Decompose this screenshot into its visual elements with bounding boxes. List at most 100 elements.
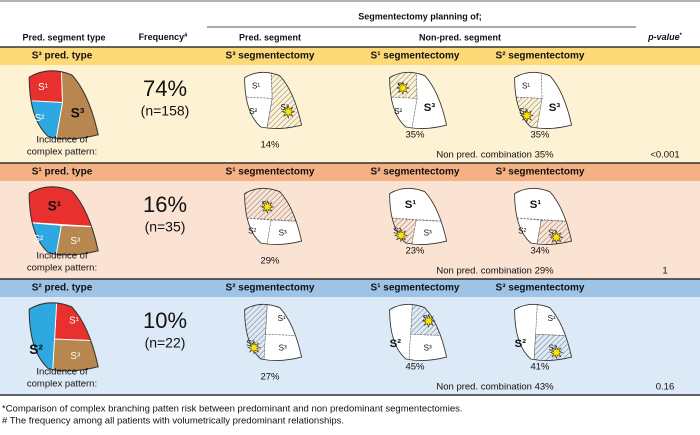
segment-label: S³ (424, 102, 436, 114)
panel-heading: S² segmentectomy (371, 167, 460, 178)
segment-label: S³ (424, 344, 432, 353)
nodule-star (549, 345, 564, 360)
segment-label: S² (29, 342, 43, 357)
segment-label: S¹ (252, 81, 260, 90)
segment-label: S² (34, 234, 45, 245)
segment-label: S¹ (530, 199, 542, 211)
col-header: Non-pred. segment (419, 32, 501, 42)
col-header-text: Frequency (139, 32, 185, 42)
segment-label: S² (518, 227, 526, 236)
incidence-label: Incidence of (36, 135, 88, 146)
footnote: *Comparison of complex branching patten … (2, 404, 463, 415)
segment-label: S³ (70, 236, 81, 247)
col-header: Pred. segment (239, 32, 301, 42)
frequency: 10% (143, 308, 187, 333)
panel-heading: S³ segmentectomy (496, 167, 585, 178)
panel-percent: 41% (530, 362, 550, 373)
p-value: 1 (662, 266, 667, 277)
section-body (0, 279, 700, 395)
section-title: S¹ pred. type (32, 167, 93, 178)
segment-label: S² (390, 338, 402, 350)
panel-percent: 35% (405, 130, 425, 141)
incidence-label: complex pattern: (27, 147, 97, 158)
panel-percent: 29% (260, 256, 280, 267)
combination: Non pred. combination 43% (436, 382, 554, 393)
col-header-text: p-value (647, 32, 680, 42)
nodule-star (393, 228, 409, 243)
panel-heading: S³ segmentectomy (226, 51, 315, 62)
segment-label: S³ (70, 351, 81, 362)
count: (n=35) (145, 219, 186, 235)
panel-percent: 45% (405, 362, 425, 373)
panel-percent: 34% (530, 246, 550, 257)
p-value: 0.16 (656, 382, 675, 393)
segment-label: S² (249, 107, 257, 116)
segment-label: S¹ (405, 199, 417, 211)
col-header-mark: # (184, 33, 188, 39)
nodule-star (395, 80, 411, 96)
segment-label: S³ (549, 102, 561, 114)
panel-heading: S¹ segmentectomy (226, 167, 315, 178)
section-band (0, 279, 700, 297)
panel-percent: 23% (405, 246, 425, 257)
panel-percent: 14% (260, 140, 280, 151)
segment-label: S¹ (548, 314, 556, 323)
count: (n=22) (145, 335, 186, 351)
segment-label: S² (394, 107, 402, 116)
panel-heading: S² segmentectomy (226, 283, 315, 294)
segment-label: S³ (424, 229, 432, 238)
p-value: <0.001 (650, 150, 679, 161)
section-band (0, 163, 700, 181)
incidence-label: Incidence of (36, 251, 88, 262)
panel-heading: S¹ segmentectomy (371, 283, 460, 294)
nodule-star (281, 104, 296, 119)
nodule-star (421, 313, 436, 329)
panel-heading: S¹ segmentectomy (371, 51, 460, 62)
segment-label: S¹ (69, 315, 80, 326)
segment (244, 304, 268, 361)
segment-label: S¹ (48, 199, 62, 214)
segment-label: S¹ (38, 82, 49, 93)
combination: Non pred. combination 29% (436, 266, 554, 277)
panel-percent: 27% (260, 372, 280, 383)
segment-label: S³ (71, 106, 85, 121)
combination: Non pred. combination 35% (436, 150, 554, 161)
frequency: 16% (143, 192, 187, 217)
col-header-mark: * (680, 33, 683, 39)
section-body (0, 47, 700, 163)
incidence-label: complex pattern: (27, 263, 97, 274)
section-title: S³ pred. type (32, 51, 93, 62)
segment-label: S³ (279, 229, 287, 238)
segment-label: S² (35, 113, 46, 124)
col-header: Pred. segment type (22, 32, 105, 42)
segment-label: S³ (279, 344, 287, 353)
nodule-star (549, 230, 564, 245)
panel-percent: 35% (530, 130, 550, 141)
nodule-star (519, 108, 535, 123)
frequency: 74% (143, 76, 187, 101)
segment (389, 304, 413, 361)
section-title: S² pred. type (32, 283, 93, 294)
footnote: # The frequency among all patients with … (2, 416, 344, 427)
segment-label: S¹ (278, 314, 286, 323)
col-header: Frequency# (139, 32, 189, 42)
segment (29, 302, 58, 371)
segment-label: S² (248, 227, 256, 236)
segment-label: S¹ (522, 81, 530, 90)
segment-label: S² (515, 338, 527, 350)
section-body (0, 163, 700, 279)
incidence-label: Incidence of (36, 367, 88, 378)
panel-heading: S³ segmentectomy (496, 283, 585, 294)
panel-heading: S² segmentectomy (496, 51, 585, 62)
count: (n=158) (141, 103, 190, 119)
group-title: Segmentectomy planning of; (358, 11, 482, 21)
segment (514, 304, 538, 361)
nodule-star (246, 340, 262, 355)
col-header: p-value* (647, 32, 683, 42)
incidence-label: complex pattern: (27, 379, 97, 390)
